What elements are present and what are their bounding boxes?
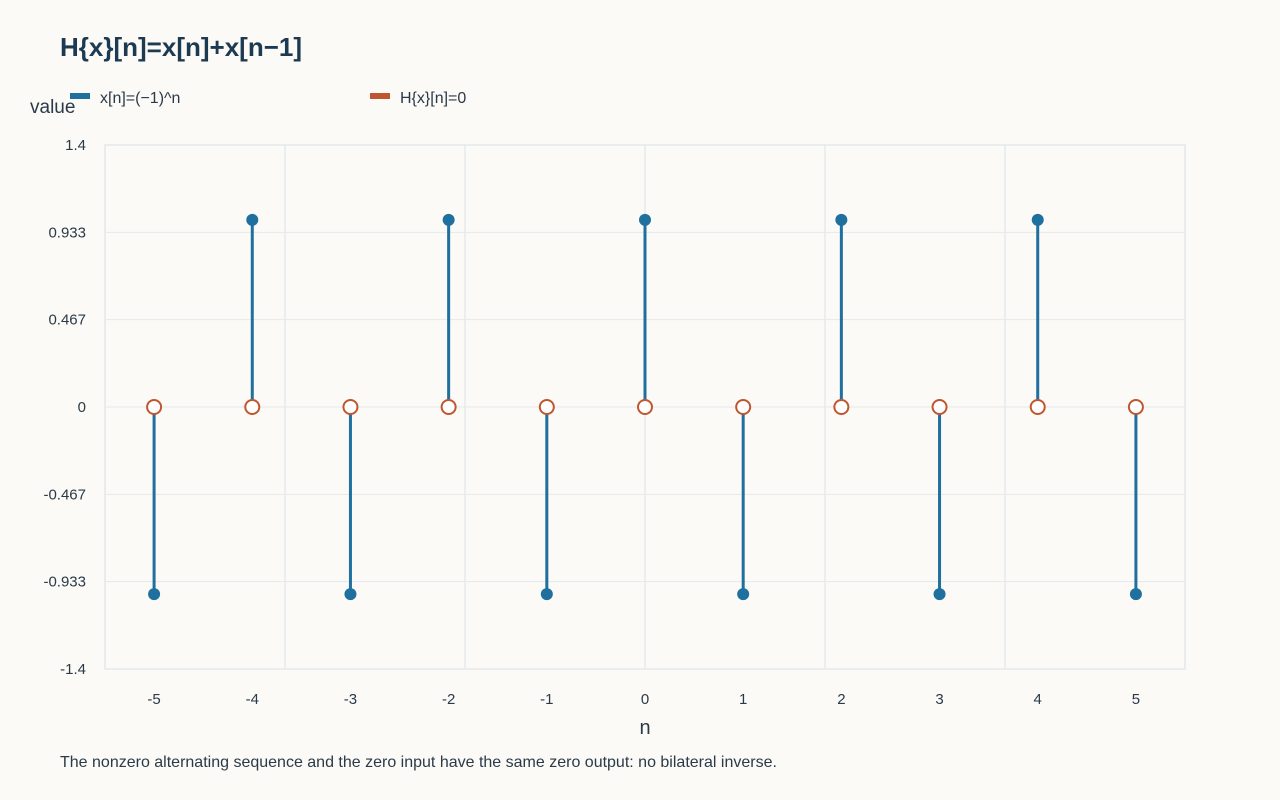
output-stem-marker <box>735 399 752 415</box>
output-stem-marker <box>244 399 261 415</box>
y-tick-labels: 1.4 0.933 0.467 0 -0.467 -0.933 -1.4 <box>43 137 86 678</box>
output-stem-marker <box>440 399 457 415</box>
legend-item-output: H{x}[n]=0 <box>370 88 466 110</box>
legend-label-output: H{x}[n]=0 <box>400 90 467 107</box>
output-stem-marker <box>833 399 850 415</box>
x-tick-labels: -5 -4 -3 -2 -1 0 1 2 3 4 5 <box>147 691 1140 708</box>
x-tick-label: 4 <box>1034 691 1042 708</box>
x-tick-label: -2 <box>442 691 455 708</box>
y-axis-label: value <box>30 97 76 118</box>
input-stem-marker <box>835 213 848 226</box>
legend-item-input: x[n]=(−1)^n <box>70 88 180 110</box>
output-stem-marker <box>1029 399 1046 415</box>
x-axis-label: n <box>639 717 650 739</box>
input-stem-marker <box>933 588 946 601</box>
y-tick-label: 1.4 <box>65 137 86 154</box>
y-tick-label: -0.933 <box>43 574 86 591</box>
y-tick-label: 0.467 <box>48 312 86 329</box>
x-tick-label: -4 <box>246 691 259 708</box>
x-tick-label: 0 <box>641 691 649 708</box>
output-stem-marker <box>1127 399 1144 415</box>
input-stem-marker <box>1129 588 1142 601</box>
input-stem-marker <box>737 588 750 601</box>
legend-label-input: x[n]=(−1)^n <box>100 90 181 107</box>
x-tick-label: 3 <box>935 691 943 708</box>
x-tick-label: -5 <box>147 691 160 708</box>
input-stem-marker <box>639 213 651 226</box>
legend-swatch-input <box>70 93 90 99</box>
x-tick-label: -3 <box>344 691 357 708</box>
y-tick-label: -1.4 <box>60 661 86 678</box>
output-stem-marker <box>342 399 359 415</box>
input-stem-marker <box>540 588 553 601</box>
input-stem-marker <box>246 213 259 226</box>
x-tick-label: -1 <box>540 691 553 708</box>
y-tick-label: -0.467 <box>43 486 86 503</box>
legend-swatch-output <box>370 93 390 99</box>
x-tick-label: 2 <box>837 691 845 708</box>
input-stem-marker <box>1031 213 1044 226</box>
series-stems <box>146 213 1144 601</box>
output-stem-marker <box>538 399 555 415</box>
input-stem-marker <box>148 588 161 601</box>
output-stem-marker <box>146 399 163 415</box>
chart-caption: The nonzero alternating sequence and the… <box>60 754 777 771</box>
input-stem-marker <box>442 213 455 226</box>
input-stem-marker <box>344 588 357 601</box>
y-tick-label: 0.933 <box>48 224 86 241</box>
output-stem-marker <box>931 399 948 415</box>
output-stem-marker <box>637 399 653 415</box>
x-tick-label: 1 <box>739 691 747 708</box>
chart-title: H{x}[n]=x[n]+x[n−1] <box>60 32 302 62</box>
y-tick-label: 0 <box>78 399 86 416</box>
x-tick-label: 5 <box>1132 691 1140 708</box>
